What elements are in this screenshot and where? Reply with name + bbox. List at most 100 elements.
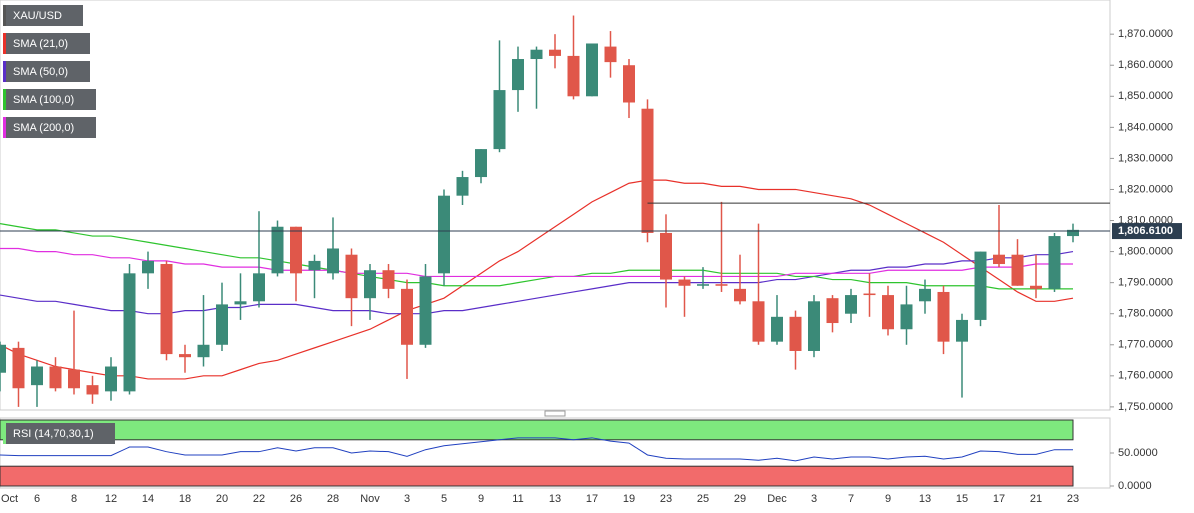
candle-body [401, 288, 413, 345]
candle-body [197, 344, 210, 358]
legend-swatch [3, 89, 6, 110]
x-tick-label: 8 [71, 493, 77, 505]
y-tick-label: 50.0000 [1118, 447, 1158, 459]
candle-body [382, 270, 395, 289]
y-tick-label: 1,770.0000 [1118, 339, 1173, 351]
candle-body [1048, 236, 1061, 289]
legend-box [3, 61, 90, 82]
last-price-box [1112, 223, 1182, 240]
candle-body [863, 293, 876, 296]
x-tick-label: 19 [623, 493, 635, 505]
x-tick-label: 11 [512, 493, 523, 505]
x-tick-label: 18 [179, 493, 191, 505]
candle-body [882, 295, 894, 330]
candle-body [31, 366, 43, 386]
rsi-line [0, 437, 1073, 462]
panel-splitter[interactable] [544, 410, 566, 417]
candle-body [826, 298, 839, 324]
x-tick-label: 26 [290, 493, 302, 505]
x-tick-label: 29 [734, 493, 746, 505]
candle-body [808, 301, 820, 351]
candle-body [456, 177, 469, 196]
y-tick-label: 1,850.0000 [1118, 90, 1173, 102]
x-tick-label: Dec [767, 493, 787, 505]
candle-body [937, 291, 950, 342]
y-tick-label: 1,840.0000 [1118, 121, 1173, 133]
last-price-label: 1,806.6100 [1118, 225, 1173, 237]
legend-box [3, 33, 90, 54]
sma-line [0, 247, 1073, 278]
candle-body [789, 316, 802, 351]
candle-body [493, 90, 506, 150]
y-tick-label: 1,820.0000 [1118, 183, 1173, 195]
candle-body [1067, 229, 1079, 237]
legend-swatch [3, 5, 6, 26]
y-tick-label: 1,750.0000 [1118, 401, 1173, 413]
x-tick-label: 9 [885, 493, 891, 505]
x-tick-label: 3 [404, 493, 410, 505]
candle-body [475, 149, 487, 178]
candle-body [549, 49, 561, 56]
candle-body [604, 46, 617, 63]
candle-body [216, 304, 228, 345]
x-tick-label: 3 [811, 493, 817, 505]
candle-body [771, 316, 783, 342]
y-tick-label: 1,870.0000 [1118, 28, 1173, 40]
legend-swatch [3, 61, 6, 82]
price-panel [0, 0, 1111, 411]
x-tick-label: 9 [478, 493, 484, 505]
legend-swatch [3, 33, 6, 54]
x-tick-label: 14 [142, 493, 154, 505]
candle-body [919, 288, 931, 302]
x-tick-label: 23 [660, 493, 672, 505]
overbought-band [0, 419, 1074, 441]
candle-body [734, 288, 746, 302]
x-tick-label: 5 [441, 493, 447, 505]
candle-body [623, 65, 635, 103]
candle-body [364, 270, 376, 299]
x-tick-label: 21 [1030, 493, 1042, 505]
candle-body [438, 195, 450, 274]
candle-body [752, 301, 765, 342]
y-tick-label: 1,760.0000 [1118, 370, 1173, 382]
y-tick-label: 1,800.0000 [1118, 245, 1173, 257]
candle-body [567, 55, 580, 97]
legend-swatch [3, 117, 6, 138]
legend-label: SMA (21,0) [13, 38, 68, 50]
candle-body [641, 108, 654, 233]
y-tick-label: 1,780.0000 [1118, 308, 1173, 320]
candle-body [678, 279, 691, 286]
candle-body [142, 260, 154, 274]
y-tick-label: 0.0000 [1118, 480, 1152, 492]
x-tick-label: 22 [253, 493, 265, 505]
candle-body [290, 226, 302, 274]
x-tick-label: 17 [586, 493, 598, 505]
candle-body [660, 232, 672, 280]
x-tick-label: 13 [919, 493, 931, 505]
candle-body [697, 284, 709, 286]
legend-box [3, 5, 83, 26]
x-tick-label: Nov [360, 493, 380, 505]
candle-body [993, 254, 1005, 265]
candle-body [327, 248, 339, 274]
legend-box [3, 423, 115, 444]
candle-body [419, 276, 432, 345]
y-tick-label: 1,830.0000 [1118, 152, 1173, 164]
candle-body [586, 43, 598, 97]
x-tick-label: 20 [216, 493, 228, 505]
legend-swatch [3, 423, 6, 444]
candle-body [253, 273, 265, 302]
legend-label: SMA (200,0) [13, 122, 74, 134]
sma-line [0, 223, 1073, 290]
x-tick-label: 28 [327, 493, 339, 505]
candle-body [1030, 285, 1042, 289]
legend-box [3, 89, 96, 110]
candle-body [123, 273, 136, 392]
x-tick-label: 13 [549, 493, 561, 505]
candle-body [956, 319, 968, 342]
candle-body [308, 260, 321, 271]
candle-body [86, 385, 99, 395]
candle-body [1011, 254, 1024, 286]
x-tick-label: 17 [993, 493, 1005, 505]
candle-body [234, 301, 247, 305]
